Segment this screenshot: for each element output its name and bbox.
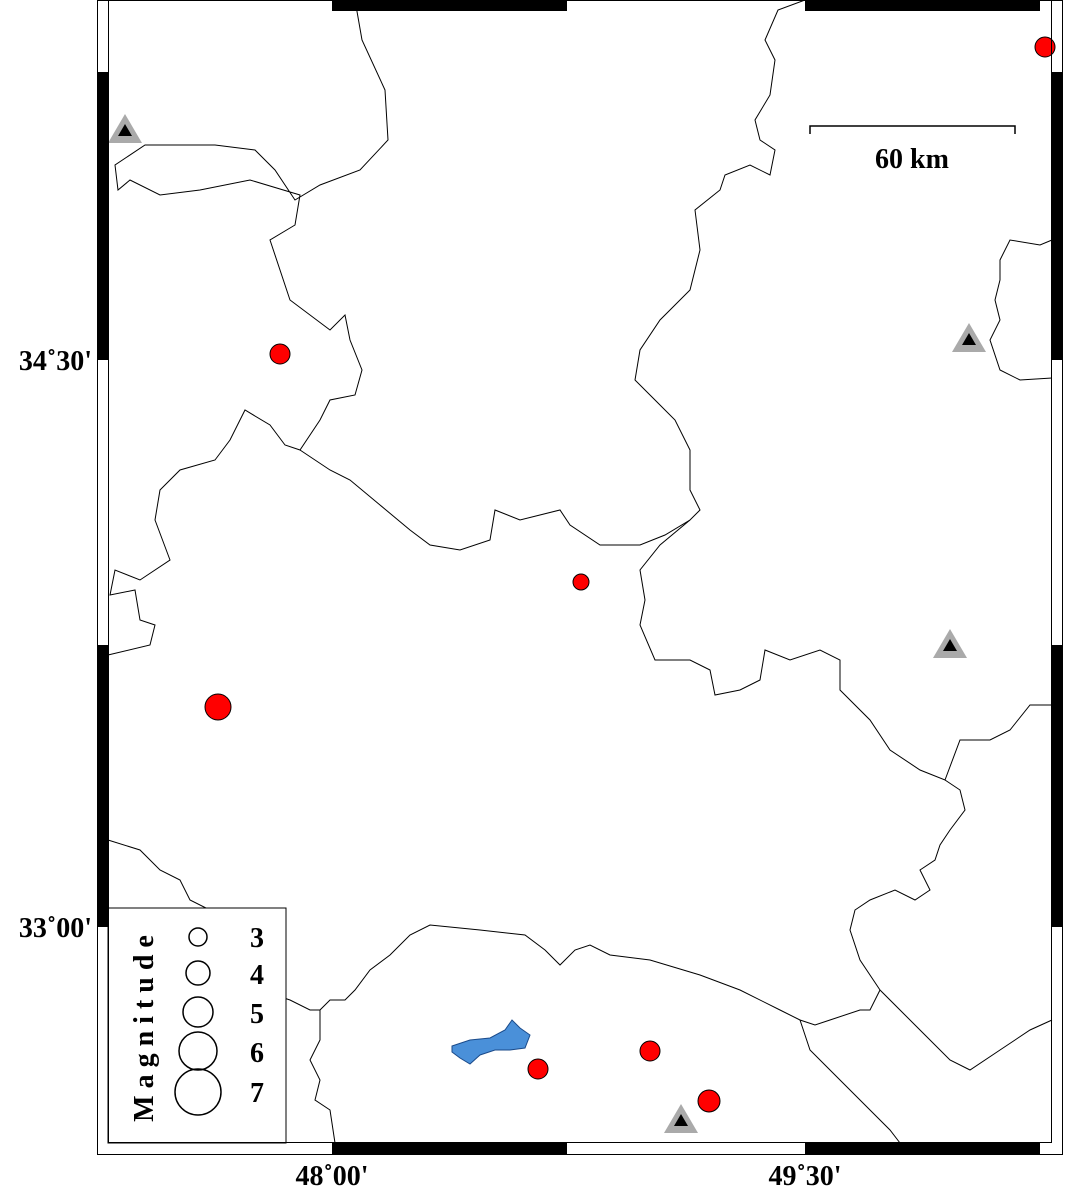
legend-symbol: [185, 960, 211, 986]
legend-label: 7: [250, 1078, 264, 1109]
legend-box: [107, 907, 287, 1144]
lon-label: 48˚00': [295, 1161, 368, 1192]
legend-label: 6: [250, 1038, 264, 1069]
legend-title: Magnitude: [129, 928, 160, 1122]
lake: [451, 1019, 531, 1065]
stations: [108, 114, 986, 1133]
event: [1034, 36, 1056, 58]
station: [952, 323, 986, 352]
scale-bar: [809, 125, 1016, 134]
event: [269, 343, 291, 365]
event: [639, 1040, 661, 1062]
lon-label: 49˚30': [768, 1161, 841, 1192]
event: [697, 1089, 721, 1113]
border: [799, 1019, 901, 1144]
events: [204, 36, 1056, 1113]
border: [639, 519, 1052, 781]
lat-label: 33˚00': [19, 913, 92, 944]
border: [989, 239, 1053, 381]
frame: [97, 0, 1063, 1155]
station: [664, 1104, 698, 1133]
legend-label: 3: [250, 923, 264, 954]
station: [108, 114, 142, 143]
legend-label: 4: [250, 960, 264, 991]
lat-label: 34˚30': [19, 346, 92, 377]
scale-label: 60 km: [875, 144, 949, 175]
event: [527, 1058, 549, 1080]
legend-label: 5: [250, 999, 264, 1030]
legend: Magnitude 3 4 5 6 7: [107, 907, 287, 1144]
event: [204, 693, 232, 721]
station: [933, 629, 967, 658]
border: [879, 989, 1053, 1071]
event: [572, 573, 590, 591]
legend-symbol: [174, 1068, 222, 1116]
legend-symbol: [188, 927, 208, 947]
border: [107, 0, 389, 656]
legend-symbol: [178, 1031, 218, 1071]
border: [309, 779, 966, 1144]
legend-symbol: [182, 996, 214, 1028]
border: [299, 0, 806, 551]
